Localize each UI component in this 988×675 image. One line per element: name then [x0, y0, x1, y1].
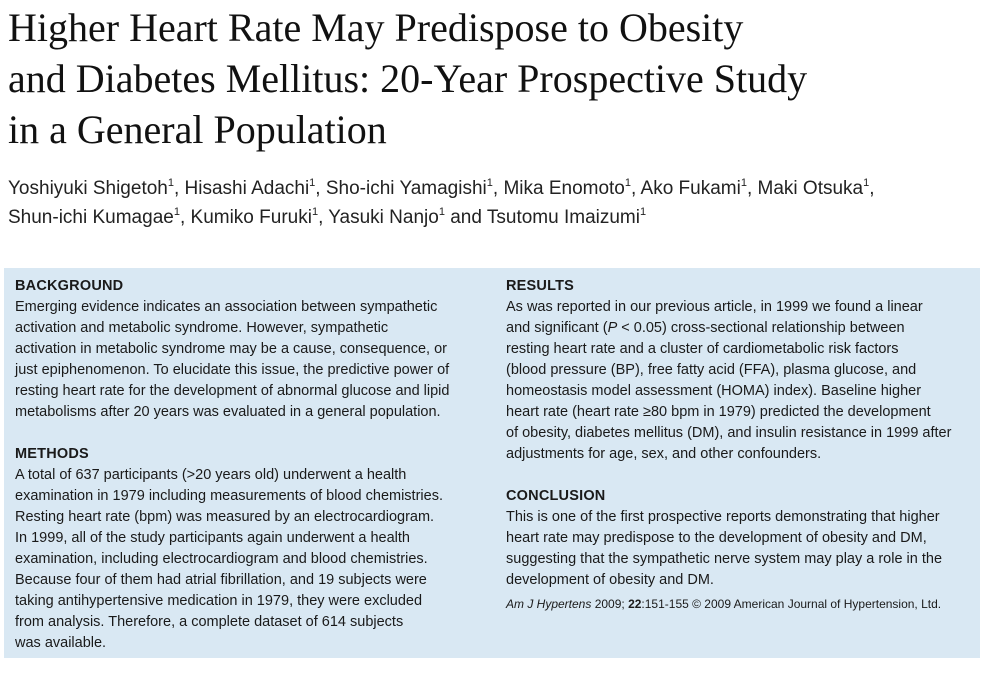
results-heading: RESULTS — [506, 278, 574, 294]
abstract-box: BACKGROUND Emerging evidence indicates a… — [4, 268, 980, 658]
author-name: Hisashi Adachi — [184, 178, 310, 199]
p-value-symbol: P — [607, 320, 618, 336]
author-separator: , — [315, 178, 326, 199]
text-line: taking antihypertensive medication in 19… — [15, 593, 423, 609]
author-affiliation: 1 — [740, 177, 747, 189]
author-line-1: Yoshiyuki Shigetoh1, Hisashi Adachi1, Sh… — [8, 174, 978, 203]
results-text: As was reported in our previous article,… — [506, 297, 976, 465]
abstract-left-column: BACKGROUND Emerging evidence indicates a… — [15, 276, 485, 675]
title-line-2: and Diabetes Mellitus: 20-Year Prospecti… — [8, 56, 808, 101]
author-affiliation: 1 — [167, 177, 174, 189]
author-separator: , — [492, 178, 504, 199]
text-fragment: < 0.05) cross-sectional relationship bet… — [617, 320, 905, 336]
text-line: examination in 1979 including measuremen… — [15, 488, 443, 504]
text-line: metabolisms after 20 years was evaluated… — [15, 404, 441, 420]
text-line: from analysis. Therefore, a complete dat… — [15, 614, 404, 630]
text-line: Resting heart rate (bpm) was measured by… — [15, 509, 435, 525]
text-line: activation in metabolic syndrome may be … — [15, 341, 448, 357]
author-separator: , — [869, 178, 875, 199]
citation-volume: 22 — [628, 597, 642, 611]
author-separator: , — [746, 178, 758, 199]
text-fragment: and significant ( — [506, 320, 608, 336]
author-separator: , — [173, 178, 185, 199]
text-line: heart rate (heart rate ≥80 bpm in 1979) … — [506, 404, 931, 420]
author-name: Mika Enomoto — [503, 178, 625, 199]
author-separator: , — [318, 207, 329, 228]
author-list: Yoshiyuki Shigetoh1, Hisashi Adachi1, Sh… — [8, 174, 978, 232]
text-line: homeostasis model assessment (HOMA) inde… — [506, 383, 922, 399]
article-title: Higher Heart Rate May Predispose to Obes… — [8, 2, 978, 155]
text-line: resting heart rate and a cluster of card… — [506, 341, 899, 357]
text-line: and significant (P < 0.05) cross-section… — [506, 318, 976, 339]
abstract-right-column: RESULTS As was reported in our previous … — [506, 276, 976, 613]
citation-year: 2009; — [591, 597, 629, 611]
author-affiliation: 1 — [639, 206, 647, 218]
text-line: (blood pressure (BP), free fatty acid (F… — [506, 362, 917, 378]
author-line-2: Shun-ichi Kumagae1, Kumiko Furuki1, Yasu… — [8, 203, 978, 232]
title-line-1: Higher Heart Rate May Predispose to Obes… — [8, 5, 744, 50]
text-line: adjustments for age, sex, and other conf… — [506, 446, 822, 462]
text-line: In 1999, all of the study participants a… — [15, 530, 410, 546]
author-name: Shun-ichi Kumagae — [8, 207, 174, 228]
text-line: examination, including electrocardiogram… — [15, 551, 428, 567]
author-name: Tsutomu Imaizumi — [486, 207, 640, 228]
author-affiliation: 1 — [309, 177, 316, 189]
text-line: suggesting that the sympathetic nerve sy… — [506, 551, 943, 567]
citation-pages-copyright: :151-155 © 2009 American Journal of Hype… — [641, 597, 942, 611]
author-separator: , — [631, 178, 641, 199]
author-separator: , — [179, 207, 191, 228]
text-line: resting heart rate for the development o… — [15, 383, 450, 399]
text-line: development of obesity and DM. — [506, 572, 714, 588]
author-name: Ako Fukami — [640, 178, 741, 199]
text-line: A total of 637 participants (>20 years o… — [15, 467, 407, 483]
author-name: Yasuki Nanjo — [328, 207, 439, 228]
text-line: Because four of them had atrial fibrilla… — [15, 572, 427, 588]
author-affiliation: 1 — [173, 206, 180, 218]
text-line: of obesity, diabetes mellitus (DM), and … — [506, 425, 952, 441]
methods-text: A total of 637 participants (>20 years o… — [15, 465, 485, 654]
text-line: was available. — [15, 635, 107, 651]
text-line: As was reported in our previous article,… — [506, 299, 923, 315]
author-name: Yoshiyuki Shigetoh — [8, 178, 168, 199]
author-affiliation: 1 — [311, 206, 319, 218]
author-affiliation: 1 — [624, 177, 632, 189]
citation: Am J Hypertens 2009; 22:151-155 © 2009 A… — [506, 595, 976, 613]
author-name: Sho-ichi Yamagishi — [325, 178, 487, 199]
conclusion-heading: CONCLUSION — [506, 488, 606, 504]
author-affiliation: 1 — [863, 177, 870, 189]
author-affiliation: 1 — [486, 177, 493, 189]
author-name: Kumiko Furuki — [190, 207, 312, 228]
text-line: just epiphenomenon. To elucidate this is… — [15, 362, 450, 378]
author-separator: and — [444, 207, 487, 228]
background-text: Emerging evidence indicates an associati… — [15, 297, 485, 423]
text-line: heart rate may predispose to the develop… — [506, 530, 927, 546]
text-line: This is one of the first prospective rep… — [506, 509, 940, 525]
author-affiliation: 1 — [438, 206, 445, 218]
conclusion-text: This is one of the first prospective rep… — [506, 507, 976, 591]
author-name: Maki Otsuka — [757, 178, 864, 199]
text-line: activation and metabolic syndrome. Howev… — [15, 320, 389, 336]
text-line: Emerging evidence indicates an associati… — [15, 299, 438, 315]
methods-heading: METHODS — [15, 446, 89, 462]
citation-journal: Am J Hypertens — [506, 597, 592, 611]
title-line-3: in a General Population — [8, 107, 387, 152]
background-heading: BACKGROUND — [15, 278, 124, 294]
